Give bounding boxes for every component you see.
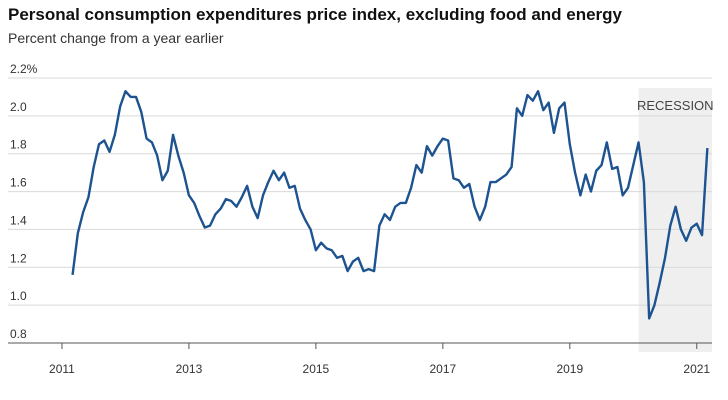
y-tick-label: 1.8: [10, 138, 27, 152]
y-tick-label: 1.0: [10, 289, 27, 303]
recession-band: [638, 88, 712, 352]
chart-title: Personal consumption expenditures price …: [8, 5, 623, 24]
y-tick-label: 1.2: [10, 251, 27, 265]
recession-label: RECESSION: [637, 98, 714, 113]
data-line: [71, 90, 709, 320]
x-tick-label: 2015: [303, 362, 330, 376]
y-tick-label: 2.2%: [10, 62, 38, 76]
x-tick-label: 2019: [556, 362, 583, 376]
x-tick-label: 2013: [176, 362, 203, 376]
chart-subtitle: Percent change from a year earlier: [8, 30, 224, 46]
y-tick-label: 1.6: [10, 176, 27, 190]
x-tick-label: 2011: [49, 362, 75, 376]
x-tick-label: 2017: [429, 362, 456, 376]
y-tick-label: 1.4: [10, 213, 27, 227]
x-tick-label: 2021: [683, 362, 710, 376]
y-tick-label: 0.8: [10, 327, 27, 341]
y-tick-label: 2.0: [10, 100, 27, 114]
